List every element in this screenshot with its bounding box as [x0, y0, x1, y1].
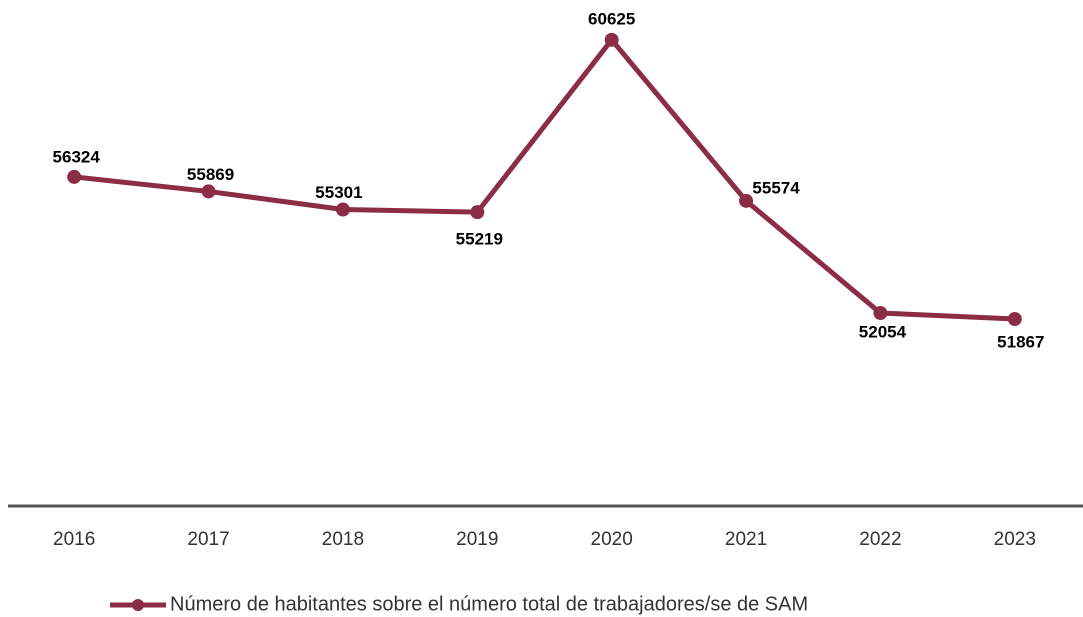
x-tick-label: 2017 — [187, 529, 229, 550]
x-tick-label: 2023 — [994, 529, 1036, 550]
point — [201, 184, 216, 199]
value-label: 60625 — [588, 9, 635, 28]
legend-label: Número de habitantes sobre el número tot… — [170, 593, 808, 615]
value-label: 55574 — [752, 178, 800, 197]
point — [67, 169, 82, 184]
x-tick-label: 2021 — [725, 529, 767, 550]
line — [73, 37, 1015, 322]
point — [604, 32, 619, 47]
x-tick-label: 2019 — [456, 529, 498, 550]
point — [470, 205, 485, 220]
x-tick-label: 2020 — [591, 529, 633, 550]
value-label: 56324 — [53, 147, 101, 166]
value-label: 52054 — [859, 323, 907, 342]
x-tick-label: 2022 — [859, 529, 901, 550]
x-tick-label: 2016 — [53, 529, 95, 550]
point — [873, 306, 888, 321]
legend-marker — [132, 599, 144, 611]
point — [335, 202, 350, 217]
point — [739, 193, 754, 208]
value-label: 55869 — [187, 165, 234, 184]
point — [1007, 311, 1022, 326]
value-label: 55301 — [315, 183, 362, 202]
x-tick-label: 2018 — [322, 529, 364, 550]
value-label: 55219 — [456, 230, 503, 249]
value-label: 51867 — [997, 332, 1044, 351]
